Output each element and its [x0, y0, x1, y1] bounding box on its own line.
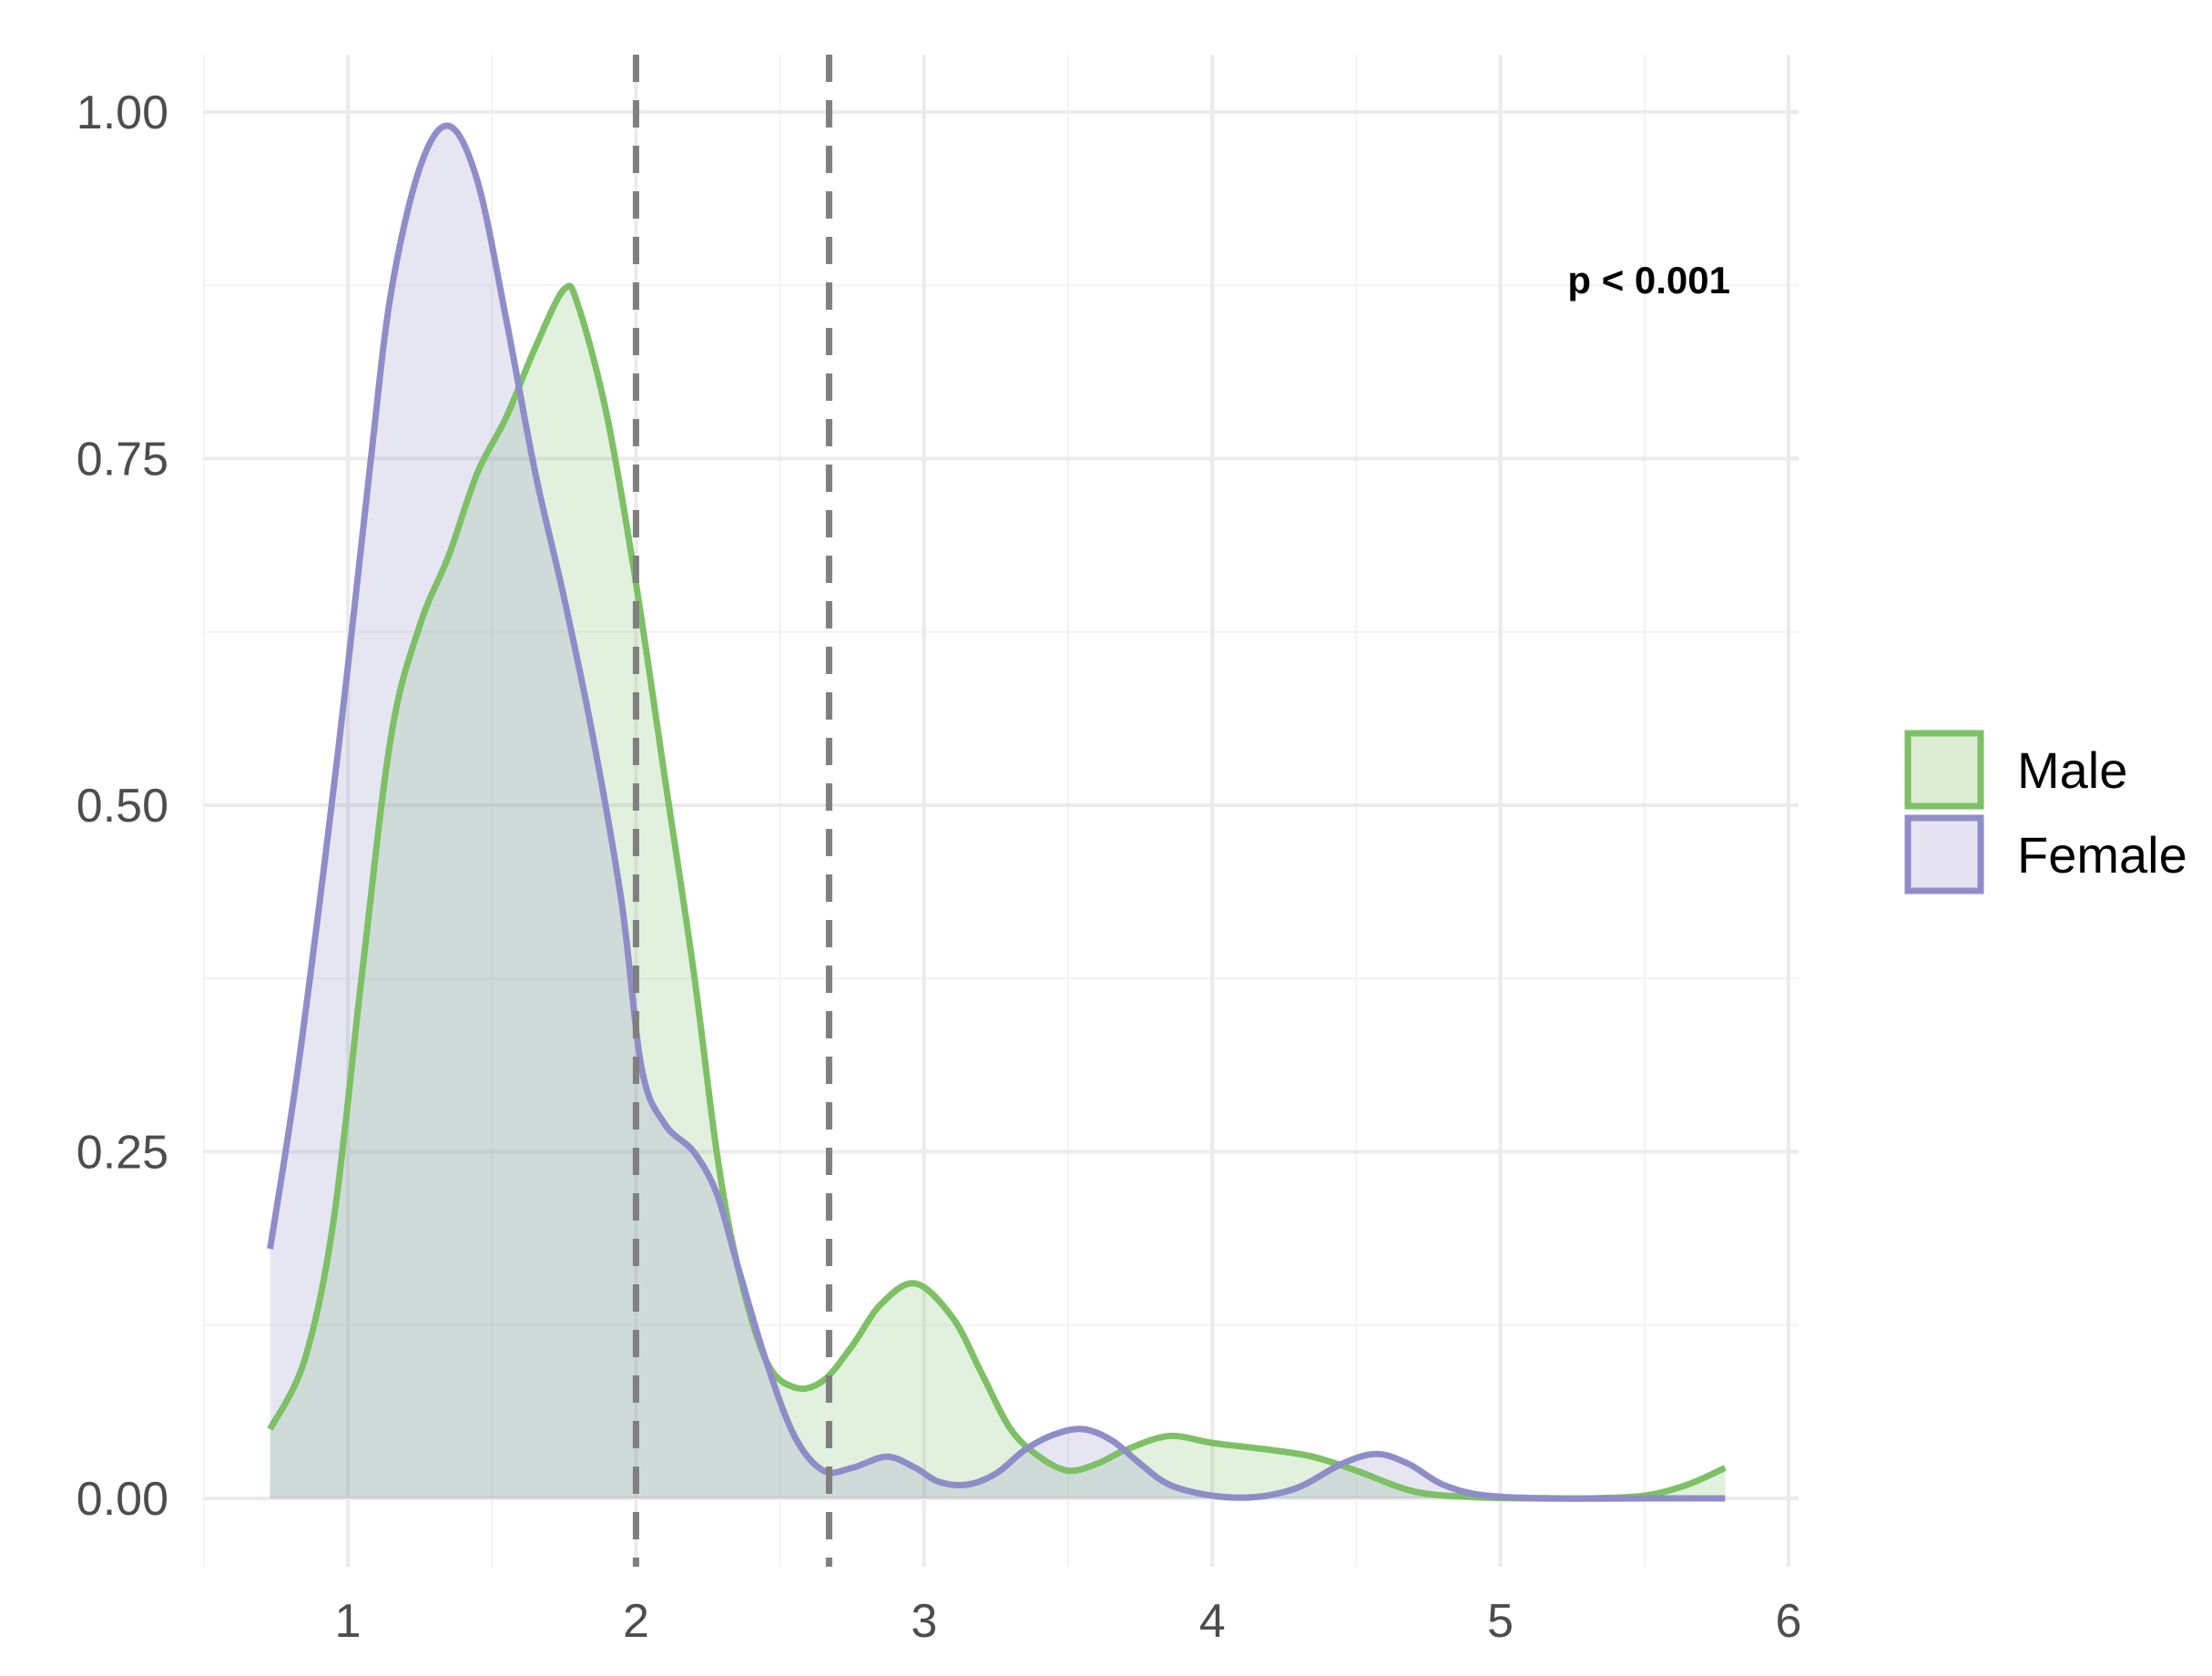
x-tick-label: 6	[1776, 1595, 1802, 1648]
x-tick-label: 3	[911, 1595, 937, 1648]
female-legend-label: Female	[2017, 826, 2187, 884]
female-density-area	[270, 125, 1726, 1499]
reference-lines	[632, 55, 832, 1567]
density-areas	[270, 125, 1726, 1499]
y-tick-label: 0.75	[76, 434, 168, 486]
legend: Male Female	[1904, 730, 2187, 894]
female-density-line	[267, 122, 1726, 1502]
y-tick-label: 0.50	[76, 780, 168, 833]
axis-ticks: 1 2 3 4 5 6 0.00 0.25 0.50 0.75 1.00	[76, 87, 1802, 1648]
x-tick-label: 2	[623, 1595, 649, 1648]
x-tick-label: 5	[1487, 1595, 1514, 1648]
y-tick-label: 0.00	[76, 1473, 168, 1526]
p-value-annotation: p < 0.001	[1567, 259, 1730, 301]
male-legend-label: Male	[2017, 741, 2127, 799]
y-tick-label: 1.00	[76, 87, 168, 139]
x-tick-label: 1	[335, 1595, 362, 1648]
x-tick-label: 4	[1199, 1595, 1226, 1648]
y-tick-label: 0.25	[76, 1127, 168, 1180]
density-lines	[267, 122, 1727, 1502]
female-legend-key	[1904, 814, 1984, 894]
male-legend-key	[1904, 730, 1984, 810]
